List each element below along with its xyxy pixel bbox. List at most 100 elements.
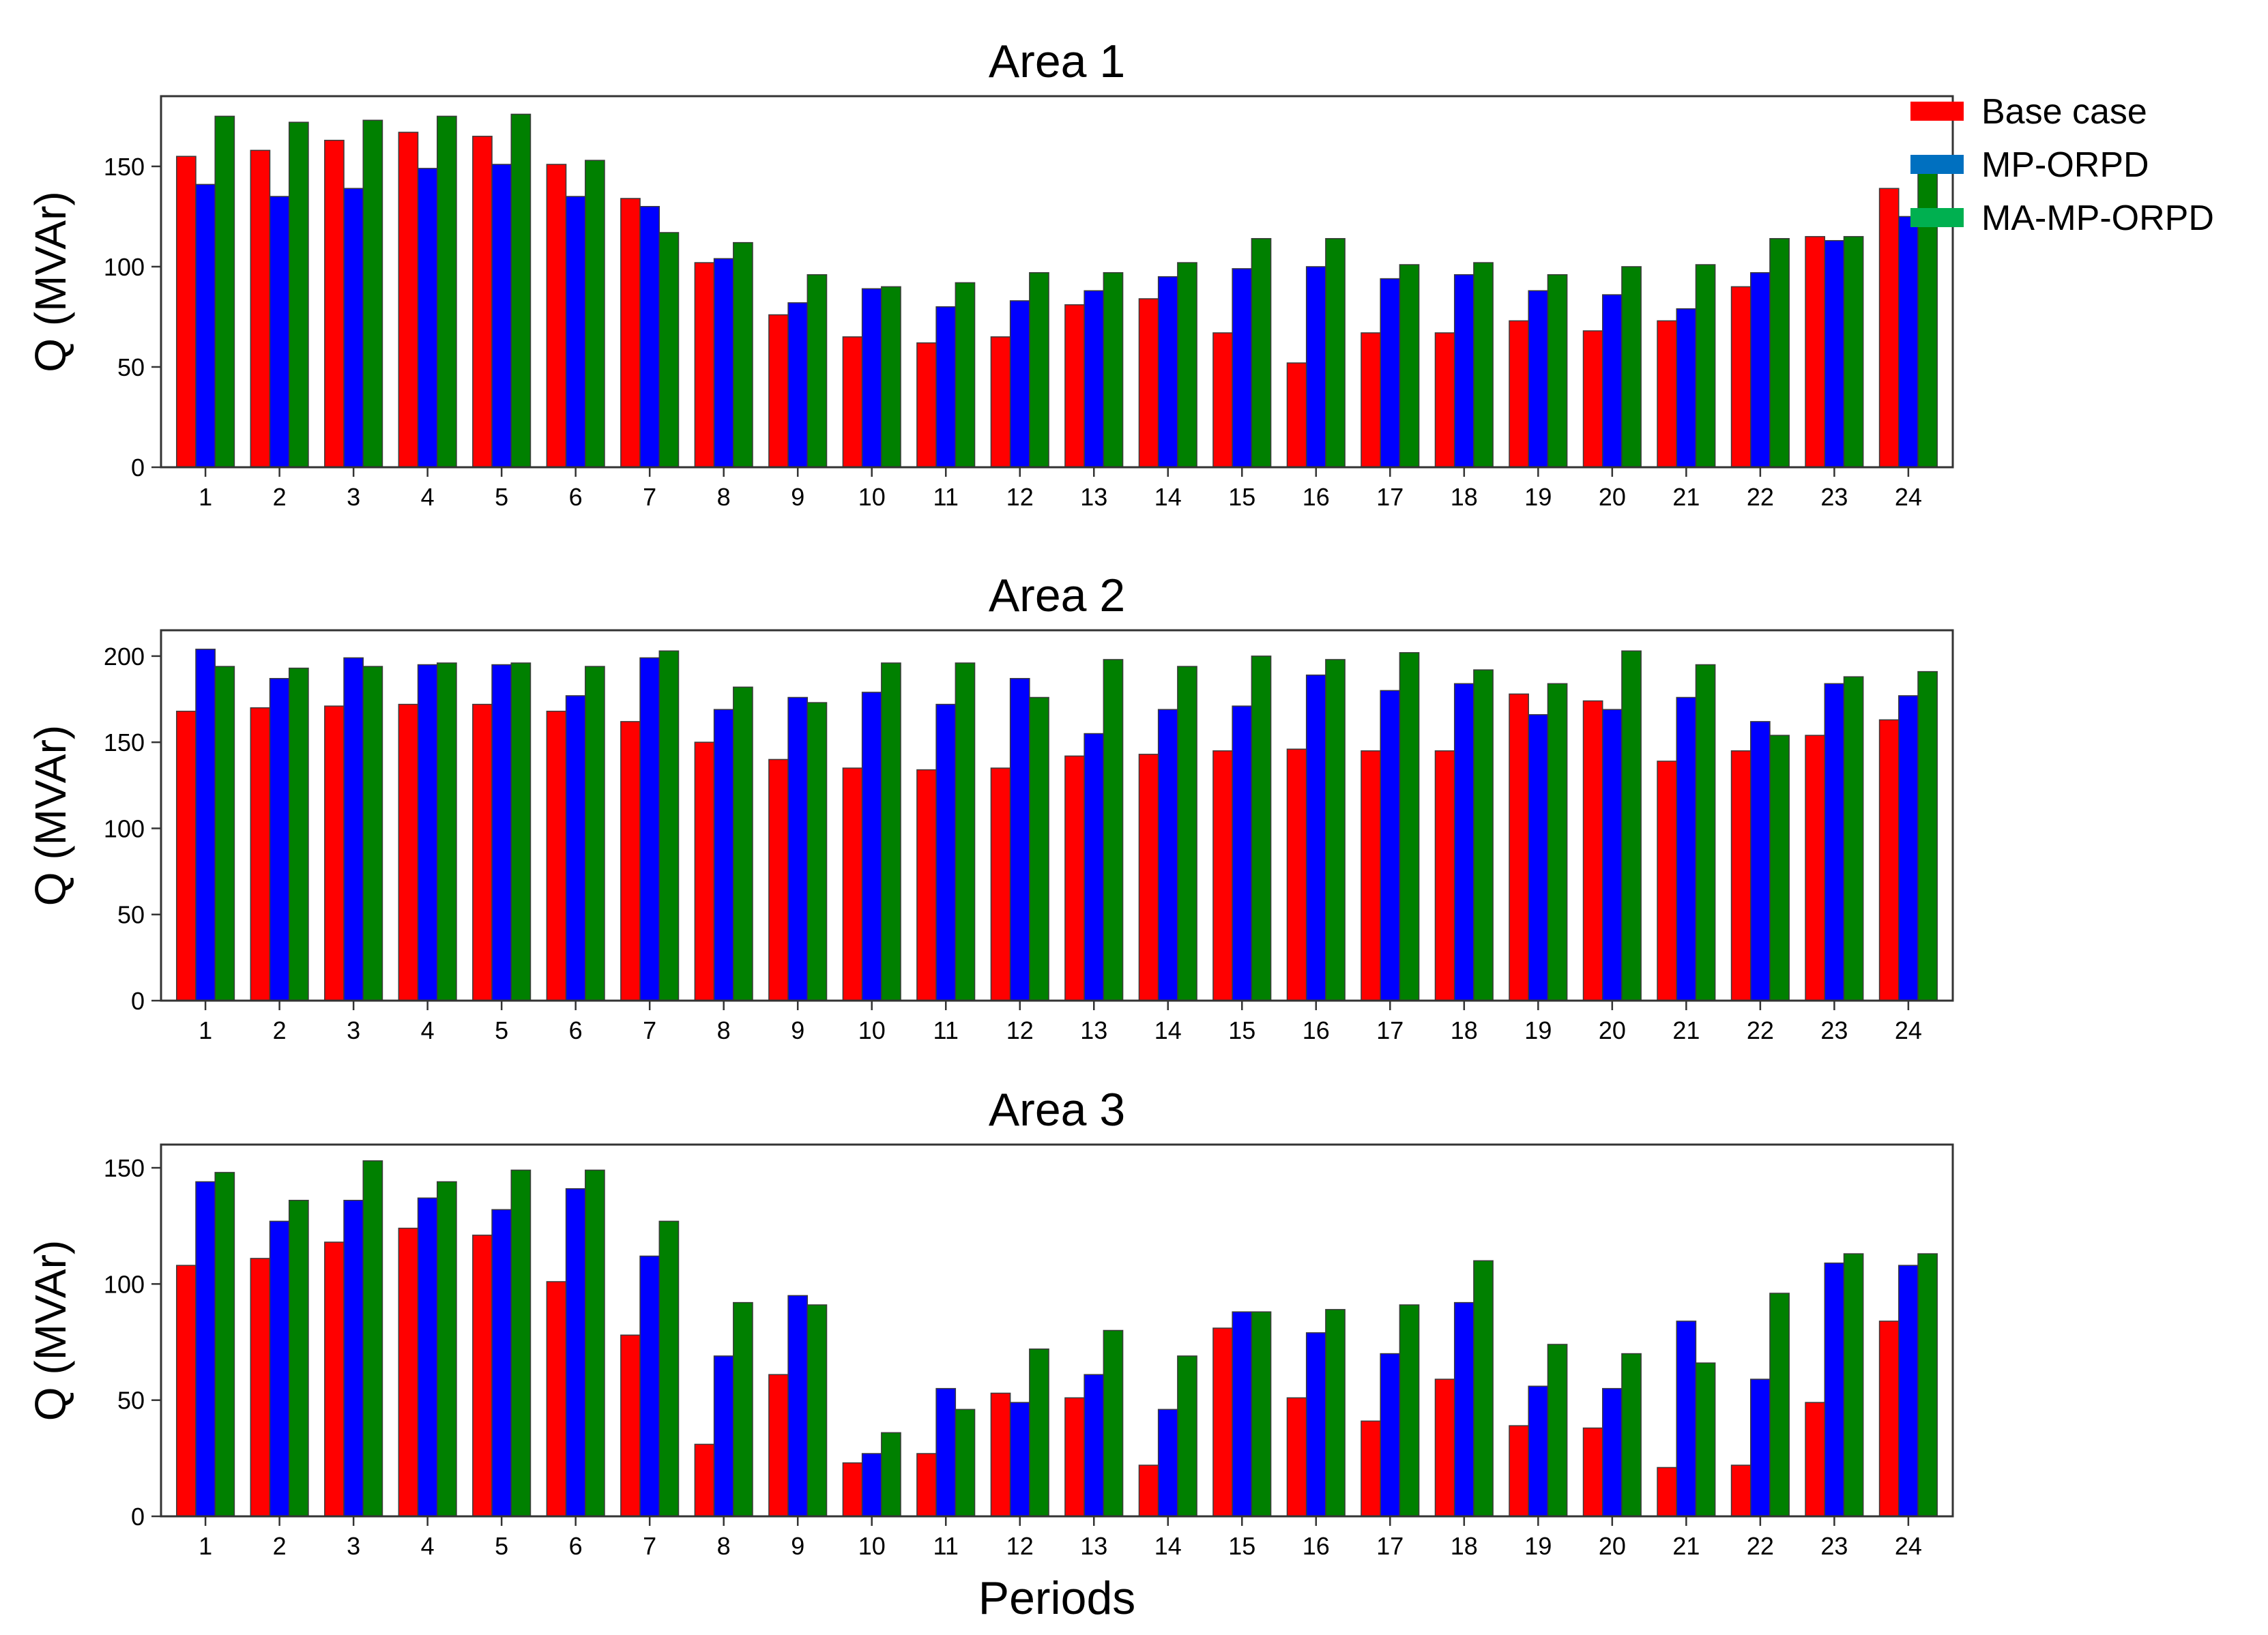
bar-base-case-period-11	[916, 769, 937, 1001]
x-tick-label: 22	[1747, 1532, 1774, 1560]
x-tick-label: 19	[1524, 1532, 1552, 1560]
bar-ma-mp-orpd-period-7	[658, 1220, 680, 1517]
bar-mp-orpd-period-3	[343, 657, 364, 1001]
bar-ma-mp-orpd-period-19	[1547, 274, 1568, 468]
bar-base-case-period-1	[176, 710, 197, 1001]
x-tick-label: 17	[1376, 1016, 1404, 1044]
bar-ma-mp-orpd-period-15	[1251, 656, 1272, 1001]
bar-mp-orpd-period-24	[1898, 695, 1919, 1001]
x-tick-label: 6	[569, 1016, 583, 1044]
bar-ma-mp-orpd-period-22	[1769, 1293, 1790, 1517]
bar-ma-mp-orpd-period-10	[881, 1432, 901, 1517]
x-tick-label: 14	[1154, 483, 1182, 511]
bar-mp-orpd-period-19	[1528, 714, 1549, 1001]
bar-base-case-period-9	[768, 758, 789, 1001]
y-tick-label: 100	[104, 253, 145, 281]
bar-ma-mp-orpd-period-13	[1103, 272, 1124, 468]
bar-ma-mp-orpd-period-3	[362, 1160, 383, 1517]
bar-mp-orpd-period-24	[1898, 1265, 1919, 1517]
bar-mp-orpd-period-13	[1084, 733, 1105, 1001]
x-tick-label: 5	[495, 1532, 508, 1560]
bar-mp-orpd-period-7	[639, 657, 660, 1001]
bar-ma-mp-orpd-period-5	[510, 662, 532, 1001]
bar-base-case-period-2	[250, 1258, 271, 1517]
y-tick-label: 0	[131, 454, 145, 482]
bar-mp-orpd-period-8	[713, 258, 734, 468]
x-tick-label: 8	[717, 1532, 731, 1560]
x-tick-label: 16	[1303, 1532, 1330, 1560]
bar-ma-mp-orpd-period-5	[510, 1169, 532, 1517]
bar-mp-orpd-period-6	[565, 695, 586, 1001]
bar-mp-orpd-period-16	[1305, 266, 1326, 468]
bar-base-case-period-20	[1582, 330, 1603, 468]
x-tick-label: 7	[643, 1532, 656, 1560]
bar-mp-orpd-period-21	[1676, 1321, 1697, 1517]
bar-mp-orpd-period-11	[935, 1387, 957, 1517]
bar-ma-mp-orpd-period-11	[955, 662, 976, 1001]
bar-ma-mp-orpd-period-7	[658, 232, 680, 468]
bar-ma-mp-orpd-period-23	[1843, 236, 1864, 468]
bar-base-case-period-17	[1361, 1420, 1381, 1517]
x-tick-label: 16	[1303, 483, 1330, 511]
bar-base-case-period-2	[250, 149, 271, 468]
bar-base-case-period-5	[472, 703, 493, 1001]
bar-base-case-period-17	[1361, 332, 1381, 468]
bar-mp-orpd-period-20	[1601, 709, 1623, 1001]
bar-mp-orpd-period-16	[1305, 1332, 1326, 1517]
x-tick-label: 19	[1524, 483, 1552, 511]
bar-mp-orpd-period-4	[417, 664, 438, 1001]
x-tick-label: 21	[1672, 1532, 1700, 1560]
bar-mp-orpd-period-14	[1157, 1409, 1178, 1517]
bar-ma-mp-orpd-period-15	[1251, 1311, 1272, 1517]
bar-mp-orpd-period-12	[1009, 1402, 1030, 1517]
bar-base-case-period-23	[1805, 1402, 1826, 1517]
x-tick-label: 20	[1599, 483, 1626, 511]
bar-base-case-period-1	[176, 1265, 197, 1517]
x-tick-label: 6	[569, 1532, 583, 1560]
x-tick-label: 8	[717, 483, 731, 511]
bar-mp-orpd-period-10	[861, 288, 882, 468]
bar-ma-mp-orpd-period-2	[288, 121, 309, 468]
bar-base-case-period-9	[768, 314, 789, 468]
bar-base-case-period-24	[1878, 1321, 1900, 1517]
x-tick-label: 23	[1820, 1532, 1848, 1560]
bar-mp-orpd-period-14	[1157, 709, 1178, 1001]
bar-mp-orpd-period-3	[343, 188, 364, 468]
x-tick-label: 6	[569, 483, 583, 511]
bar-base-case-period-9	[768, 1374, 789, 1517]
bar-mp-orpd-period-15	[1232, 705, 1253, 1001]
bar-mp-orpd-period-11	[935, 306, 957, 468]
x-tick-label: 3	[347, 483, 360, 511]
y-tick-label: 150	[104, 153, 145, 181]
bar-base-case-period-7	[620, 198, 641, 468]
bar-mp-orpd-period-4	[417, 1197, 438, 1517]
bar-mp-orpd-period-10	[861, 1453, 882, 1517]
chart-title: Area 3	[989, 1084, 1125, 1136]
x-tick-label: 22	[1747, 483, 1774, 511]
x-tick-label: 17	[1376, 483, 1404, 511]
x-tick-label: 4	[421, 1532, 435, 1560]
y-tick-label: 100	[104, 814, 145, 842]
bar-mp-orpd-period-2	[269, 1220, 290, 1517]
bar-ma-mp-orpd-period-20	[1621, 266, 1642, 468]
bar-ma-mp-orpd-period-13	[1103, 659, 1124, 1001]
bar-ma-mp-orpd-period-15	[1251, 238, 1272, 468]
bar-ma-mp-orpd-period-12	[1029, 272, 1049, 468]
bar-ma-mp-orpd-period-2	[288, 1200, 309, 1517]
bar-mp-orpd-period-7	[639, 1255, 660, 1517]
x-tick-label: 11	[933, 1016, 959, 1044]
bar-ma-mp-orpd-period-13	[1103, 1329, 1124, 1517]
bar-base-case-period-21	[1657, 1467, 1678, 1517]
bar-base-case-period-3	[324, 139, 345, 468]
bar-ma-mp-orpd-period-8	[733, 241, 753, 468]
bar-ma-mp-orpd-period-8	[733, 1301, 753, 1517]
x-tick-label: 4	[421, 483, 435, 511]
x-tick-label: 2	[273, 483, 287, 511]
bar-mp-orpd-period-22	[1750, 272, 1771, 468]
bar-mp-orpd-period-19	[1528, 290, 1549, 468]
bar-base-case-period-21	[1657, 320, 1678, 468]
bar-mp-orpd-period-22	[1750, 1379, 1771, 1517]
bar-mp-orpd-period-17	[1380, 1353, 1401, 1517]
